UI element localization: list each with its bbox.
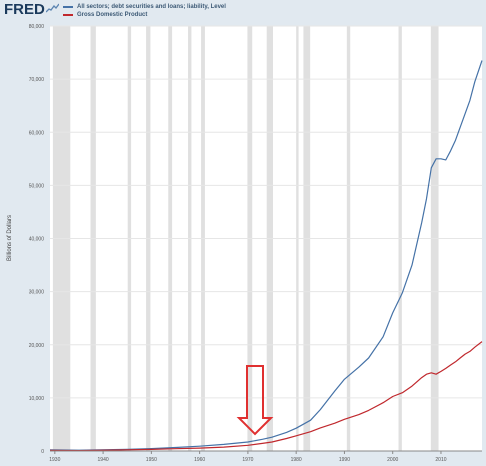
series-lines (49, 60, 483, 452)
legend-item-debt: All sectors; debt securities and loans; … (63, 2, 226, 11)
x-axis-ticks: 1930 1940 1950 1960 1970 1980 1990 2000 2010 (49, 451, 447, 463)
y-tick-label-3: 30,000 (29, 290, 45, 296)
gridlines (50, 25, 482, 399)
y-tick-label-8: 80,000 (29, 24, 45, 30)
series-line-1 (49, 341, 483, 452)
y-tick-label-4: 40,000 (29, 237, 45, 243)
x-tick-label-4: 1970 (242, 457, 253, 463)
y-tick-label-2: 20,000 (29, 343, 45, 349)
x-tick-label-7: 2000 (387, 457, 398, 463)
y-tick-label-1: 10,000 (29, 396, 45, 402)
series-line-0 (49, 60, 483, 451)
y-tick-label-0: 0 (41, 449, 44, 455)
x-tick-label-2: 1950 (146, 457, 157, 463)
chart-header: FRED All sectors; debt securities and lo… (0, 0, 486, 24)
x-tick-label-1: 1940 (98, 457, 109, 463)
y-axis-label: Billions of Dollars (7, 215, 13, 261)
x-tick-label-6: 1990 (339, 457, 350, 463)
fred-logo: FRED (4, 1, 45, 18)
y-tick-label-6: 60,000 (29, 130, 45, 136)
legend-label-gdp: Gross Domestic Product (77, 11, 148, 18)
fred-logo-chart-icon (46, 3, 59, 13)
x-tick-label-8: 2010 (435, 457, 446, 463)
y-tick-label-5: 50,000 (29, 183, 45, 189)
down-arrow-annotation (236, 365, 274, 436)
x-tick-label-5: 1980 (291, 457, 302, 463)
y-tick-label-7: 70,000 (29, 77, 45, 83)
legend-swatch-debt (63, 5, 73, 8)
annotation (236, 365, 274, 436)
legend-swatch-gdp (63, 13, 73, 16)
x-tick-label-0: 1930 (49, 457, 60, 463)
legend-item-gdp: Gross Domestic Product (63, 10, 147, 19)
x-tick-label-3: 1960 (194, 457, 205, 463)
legend-label-debt: All sectors; debt securities and loans; … (77, 3, 226, 10)
y-axis-ticks: 0 10,000 20,000 30,000 40,000 50,000 60,000 70,… (29, 24, 45, 455)
